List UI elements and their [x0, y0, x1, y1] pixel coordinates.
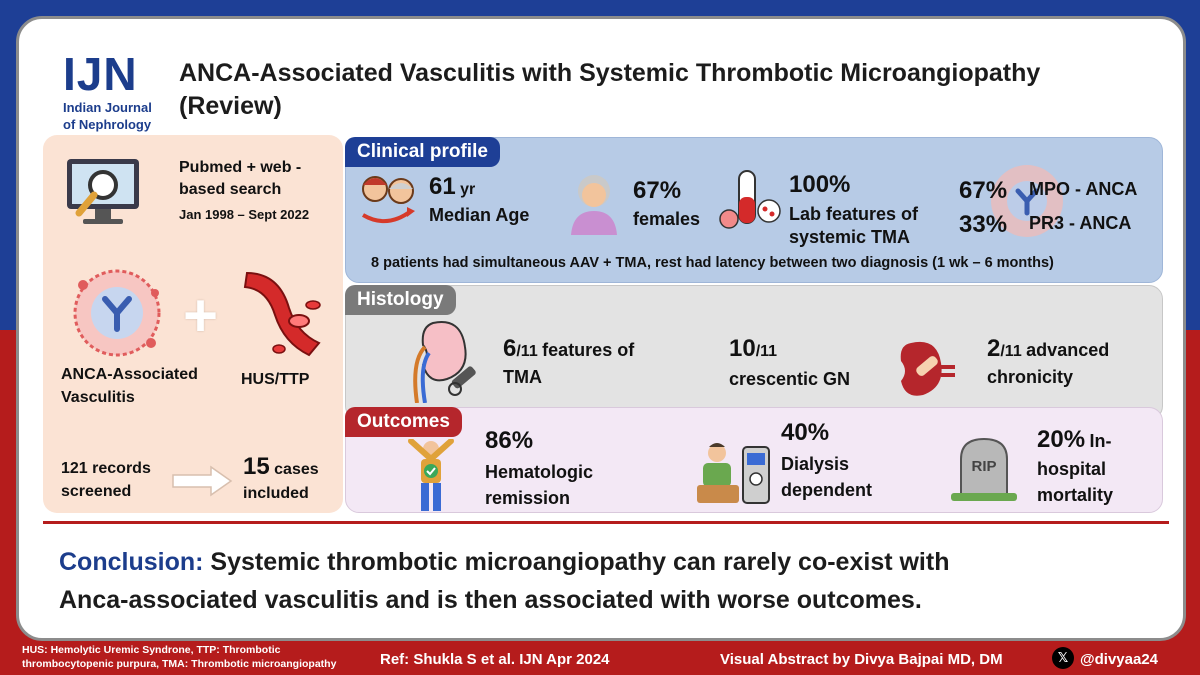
journal-logo: IJN — [63, 48, 138, 100]
arrow-right-icon — [172, 465, 233, 497]
lab-label: Lab features of systemic TMA — [789, 203, 918, 249]
elderly-woman-icon — [571, 175, 617, 235]
tombstone-icon: RIP — [951, 437, 1017, 501]
x-logo-icon[interactable]: 𝕏 — [1052, 647, 1074, 669]
search-dates: Jan 1998 – Sept 2022 — [179, 207, 310, 222]
lab-value: 100% — [789, 171, 851, 198]
kidney-damage-icon — [900, 341, 955, 396]
credit: Visual Abstract by Divya Bajpai MD, DM — [720, 651, 1003, 668]
blood-vessel-icon — [243, 271, 321, 357]
hus-label: HUS/TTP — [241, 371, 310, 388]
latency-note: 8 patients had simultaneous AAV + TMA, r… — [371, 255, 1054, 271]
abbrev-line1: HUS: Hemolytic Uremic Syndrone, TTP: Thr… — [22, 644, 281, 656]
crescentic-gn: 10/11 — [729, 335, 777, 363]
heme-line2: remission — [485, 488, 571, 508]
tma-line1: features of — [542, 340, 635, 360]
aav-label: ANCA-Associated Vasculitis — [61, 363, 198, 409]
tma-den: /11 — [516, 343, 538, 360]
mort-line2: hospital — [1037, 459, 1107, 479]
mort-line1: In- — [1089, 431, 1112, 451]
heme-label: Hematologic remission — [485, 459, 593, 511]
computer-search-icon — [67, 159, 139, 224]
mort-value: 20% — [1037, 426, 1086, 453]
chron-line2: chronicity — [987, 367, 1074, 387]
pr3-value: 33% — [959, 211, 1008, 238]
records-line1: 121 records — [61, 460, 151, 477]
dial-line2: dependent — [781, 480, 873, 500]
cases-number: 15 — [243, 453, 270, 480]
visual-abstract-card: IJN Indian Journal of Nephrology ANCA-As… — [16, 16, 1186, 641]
mpo-value: 67% — [959, 177, 1008, 204]
title-line1: ANCA-Associated Vasculitis with Systemic… — [179, 59, 1041, 87]
abbreviations: HUS: Hemolytic Uremic Syndrone, TTP: Thr… — [22, 643, 336, 671]
tma-features: 6/11 features of — [503, 335, 634, 363]
rip-text: RIP — [971, 458, 996, 475]
female-value: 67% — [633, 177, 682, 204]
plus-sign: + — [183, 282, 219, 349]
age-unit: yr — [460, 181, 476, 198]
conclusion-line2: Anca-associated vasculitis and is then a… — [59, 586, 922, 614]
chron-line1: advanced — [1026, 340, 1110, 360]
kidney-biopsy-icon — [413, 321, 476, 403]
dial-line1: Dialysis — [781, 454, 850, 474]
lab-line2: systemic TMA — [789, 227, 911, 247]
dialysis-value: 40% — [781, 419, 830, 446]
lab-line1: Lab features of — [789, 204, 919, 224]
search-line2: based search — [179, 181, 282, 198]
aav-line1: ANCA-Associated — [61, 366, 198, 383]
celebrating-person-icon — [408, 439, 454, 511]
search-method: Pubmed + web - based search — [179, 157, 301, 201]
advanced-chronicity: 2/11 advanced — [987, 335, 1109, 363]
lab-test-tube-icon — [719, 170, 781, 229]
age-label: Median Age — [429, 205, 530, 225]
anca-cell-watermark-icon — [991, 165, 1063, 237]
outcomes-tab: Outcomes — [345, 407, 462, 437]
journal-name-line2: of Nephrology — [63, 117, 152, 132]
cases-line2: included — [243, 485, 309, 502]
gn-den: /11 — [755, 343, 778, 360]
conclusion-line1: Systemic thrombotic microangiopathy can … — [210, 548, 950, 576]
chron-num: 2 — [987, 335, 1001, 362]
dialysis-label: Dialysis dependent — [781, 451, 872, 503]
methods-panel: Pubmed + web - based search Jan 1998 – S… — [43, 135, 343, 513]
mort-line3: mortality — [1037, 485, 1114, 505]
mpo-label: MPO - ANCA — [1029, 179, 1138, 199]
conclusion-label: Conclusion: — [59, 548, 204, 576]
conclusion: Conclusion: Systemic thrombotic microang… — [59, 543, 1159, 619]
search-line1: Pubmed + web - — [179, 159, 302, 176]
heme-value: 86% — [485, 427, 534, 454]
aav-line2: Vasculitis — [61, 389, 135, 406]
clinical-profile-tab: Clinical profile — [345, 137, 500, 167]
dialysis-machine-icon — [697, 443, 770, 504]
records-line2: screened — [61, 483, 132, 500]
mortality-stat: 20% In- hospital mortality — [1037, 427, 1113, 508]
cases-word: cases — [274, 461, 319, 478]
section-divider — [43, 521, 1169, 524]
journal-name-line1: Indian Journal — [63, 100, 152, 115]
tma-num: 6 — [503, 335, 517, 362]
gn-label: crescentic GN — [729, 369, 851, 389]
age-value: 61 — [429, 173, 456, 200]
gn-num: 10 — [729, 335, 756, 362]
histology-tab: Histology — [345, 285, 456, 315]
anca-antibody-icon — [73, 269, 161, 357]
reference: Ref: Shukla S et al. IJN Apr 2024 — [380, 651, 610, 668]
histology-section — [345, 285, 1163, 420]
journal-name: Indian Journal of Nephrology — [63, 99, 173, 133]
title-line2: (Review) — [179, 92, 282, 120]
twitter-handle[interactable]: @divyaa24 — [1080, 651, 1159, 668]
pr3-label: PR3 - ANCA — [1029, 213, 1132, 233]
page-title: ANCA-Associated Vasculitis with Systemic… — [179, 57, 1159, 123]
records-screened: 121 records screened — [61, 457, 151, 503]
aging-people-icon — [361, 176, 415, 223]
cases-included: 15 cases included — [243, 455, 319, 506]
heme-line1: Hematologic — [485, 462, 594, 482]
chron-den: /11 — [1000, 343, 1022, 360]
tma-line2: TMA — [503, 367, 542, 387]
abbrev-line2: thrombocytopenic purpura, TMA: Thromboti… — [22, 658, 337, 670]
female-label: females — [633, 209, 701, 229]
median-age: 61 yr — [429, 173, 475, 201]
